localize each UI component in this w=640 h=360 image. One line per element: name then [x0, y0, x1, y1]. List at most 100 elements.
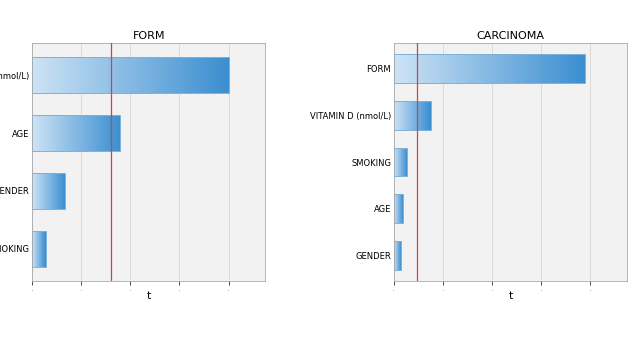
Bar: [394, 54, 395, 83]
Bar: [584, 54, 586, 83]
Bar: [492, 54, 493, 83]
Bar: [410, 54, 412, 83]
Bar: [538, 54, 540, 83]
Bar: [442, 54, 444, 83]
Bar: [221, 57, 222, 93]
Bar: [107, 57, 108, 93]
Bar: [176, 57, 177, 93]
X-axis label: t: t: [147, 291, 151, 301]
Bar: [568, 54, 569, 83]
Bar: [431, 54, 432, 83]
Bar: [57, 57, 58, 93]
Bar: [79, 57, 81, 93]
Bar: [510, 54, 511, 83]
Bar: [154, 57, 155, 93]
Bar: [138, 57, 140, 93]
Bar: [172, 57, 173, 93]
Bar: [95, 57, 96, 93]
Bar: [222, 57, 223, 93]
Bar: [129, 57, 131, 93]
Bar: [167, 57, 168, 93]
Bar: [474, 54, 476, 83]
Bar: [195, 57, 196, 93]
Bar: [505, 54, 506, 83]
Bar: [152, 57, 154, 93]
Bar: [455, 54, 456, 83]
Bar: [394, 101, 431, 130]
Bar: [414, 54, 415, 83]
Bar: [189, 57, 191, 93]
Bar: [422, 54, 423, 83]
Bar: [445, 54, 446, 83]
Bar: [501, 54, 502, 83]
Bar: [406, 54, 408, 83]
Bar: [54, 57, 56, 93]
Bar: [124, 57, 125, 93]
Bar: [557, 54, 559, 83]
Bar: [428, 54, 429, 83]
Bar: [179, 57, 180, 93]
Bar: [161, 57, 162, 93]
Bar: [83, 57, 84, 93]
Bar: [226, 57, 227, 93]
Bar: [456, 54, 458, 83]
Bar: [504, 54, 505, 83]
Bar: [459, 54, 460, 83]
Bar: [51, 57, 52, 93]
Bar: [438, 54, 440, 83]
Bar: [400, 54, 401, 83]
Bar: [40, 57, 41, 93]
Bar: [142, 57, 143, 93]
Bar: [193, 57, 195, 93]
Bar: [552, 54, 554, 83]
Bar: [92, 57, 93, 93]
Bar: [32, 57, 33, 93]
Bar: [522, 54, 523, 83]
Bar: [133, 57, 134, 93]
Bar: [37, 57, 38, 93]
Bar: [47, 57, 48, 93]
Bar: [519, 54, 520, 83]
Bar: [516, 54, 518, 83]
Bar: [197, 57, 198, 93]
Bar: [198, 57, 200, 93]
Bar: [537, 54, 538, 83]
Bar: [187, 57, 188, 93]
Bar: [468, 54, 469, 83]
Bar: [66, 57, 67, 93]
Bar: [447, 54, 449, 83]
Bar: [87, 57, 88, 93]
Bar: [67, 57, 68, 93]
Bar: [451, 54, 452, 83]
Bar: [90, 57, 91, 93]
Bar: [116, 57, 117, 93]
Bar: [488, 54, 490, 83]
Title: CARCINOMA: CARCINOMA: [477, 31, 545, 41]
Bar: [84, 57, 86, 93]
Bar: [182, 57, 184, 93]
Bar: [192, 57, 193, 93]
Bar: [71, 57, 72, 93]
Bar: [441, 54, 442, 83]
Bar: [213, 57, 214, 93]
Bar: [540, 54, 541, 83]
Bar: [481, 54, 482, 83]
Bar: [554, 54, 555, 83]
Bar: [143, 57, 145, 93]
Bar: [420, 54, 422, 83]
Bar: [122, 57, 124, 93]
Bar: [450, 54, 451, 83]
Bar: [509, 54, 510, 83]
Bar: [483, 54, 484, 83]
Bar: [482, 54, 483, 83]
Bar: [577, 54, 578, 83]
Bar: [429, 54, 431, 83]
Bar: [56, 57, 57, 93]
Bar: [162, 57, 163, 93]
Bar: [529, 54, 531, 83]
Bar: [470, 54, 472, 83]
Bar: [223, 57, 225, 93]
Bar: [417, 54, 418, 83]
Bar: [436, 54, 437, 83]
Bar: [566, 54, 568, 83]
